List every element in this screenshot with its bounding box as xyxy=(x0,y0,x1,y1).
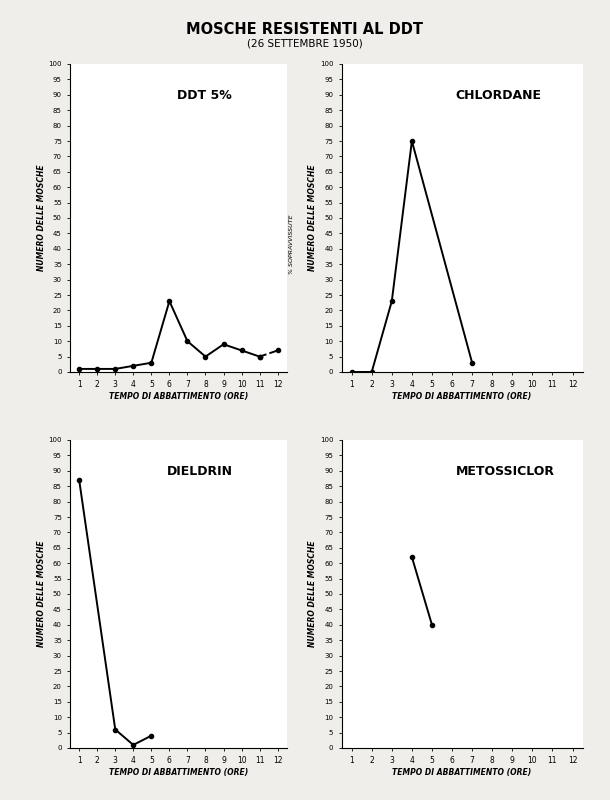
Y-axis label: NUMERO DELLE MOSCHE: NUMERO DELLE MOSCHE xyxy=(308,541,317,647)
Text: DDT 5%: DDT 5% xyxy=(177,89,232,102)
Text: DIELDRIN: DIELDRIN xyxy=(167,465,233,478)
Text: (26 SETTEMBRE 1950): (26 SETTEMBRE 1950) xyxy=(247,38,363,49)
X-axis label: TEMPO DI ABBATTIMENTO (ORE): TEMPO DI ABBATTIMENTO (ORE) xyxy=(392,768,532,777)
Text: % SOPRAVVISSUTE: % SOPRAVVISSUTE xyxy=(289,214,294,274)
Y-axis label: NUMERO DELLE MOSCHE: NUMERO DELLE MOSCHE xyxy=(37,541,46,647)
X-axis label: TEMPO DI ABBATTIMENTO (ORE): TEMPO DI ABBATTIMENTO (ORE) xyxy=(392,392,532,401)
Text: MOSCHE RESISTENTI AL DDT: MOSCHE RESISTENTI AL DDT xyxy=(187,22,423,38)
Text: METOSSICLOR: METOSSICLOR xyxy=(456,465,555,478)
X-axis label: TEMPO DI ABBATTIMENTO (ORE): TEMPO DI ABBATTIMENTO (ORE) xyxy=(109,768,248,777)
X-axis label: TEMPO DI ABBATTIMENTO (ORE): TEMPO DI ABBATTIMENTO (ORE) xyxy=(109,392,248,401)
Text: CHLORDANE: CHLORDANE xyxy=(455,89,541,102)
Y-axis label: NUMERO DELLE MOSCHE: NUMERO DELLE MOSCHE xyxy=(37,165,46,271)
Y-axis label: NUMERO DELLE MOSCHE: NUMERO DELLE MOSCHE xyxy=(308,165,317,271)
